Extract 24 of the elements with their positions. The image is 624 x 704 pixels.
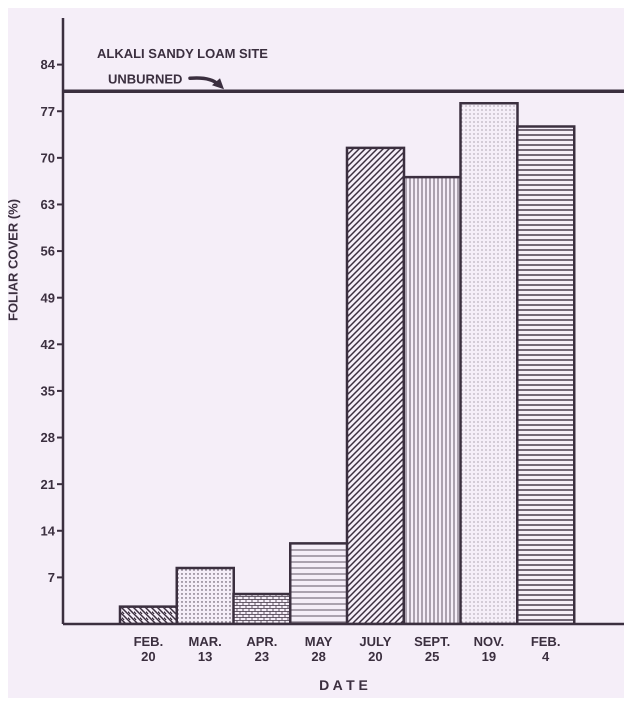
x-tick-label: MAR. 13 — [188, 634, 222, 664]
y-tick-label: 35 — [40, 384, 55, 399]
y-tick-label: 49 — [40, 290, 55, 306]
y-tick-label: 77 — [40, 104, 55, 119]
x-tick-label: MAY 28 — [304, 634, 333, 664]
x-tick-label: APR. 23 — [246, 634, 278, 664]
y-axis-title: FOLIAR COVER (%) — [6, 198, 21, 321]
legend-label: UNBURNED — [108, 71, 182, 86]
x-tick-label: FEB. 20 — [134, 634, 164, 664]
y-tick-label: 70 — [40, 150, 55, 166]
x-tick-label: SEPT. 25 — [414, 634, 450, 664]
x-tick-label: NOV. 19 — [474, 634, 504, 664]
y-tick-label: 42 — [40, 336, 55, 352]
y-tick-label: 21 — [40, 476, 55, 492]
text: ALKALI SANDY LOAM SITE — [97, 46, 268, 61]
y-tick-label: 7 — [48, 570, 55, 585]
x-axis-title: D A T E — [319, 677, 368, 693]
y-tick-label: 28 — [40, 430, 55, 446]
y-tick-label: 63 — [40, 197, 55, 212]
y-tick-label: 56 — [40, 244, 55, 259]
x-tick-label: FEB. 4 — [530, 634, 560, 664]
y-tick-label: 84 — [40, 57, 56, 72]
x-tick-label: JULY 20 — [359, 634, 392, 664]
y-tick-label: 14 — [40, 523, 56, 538]
